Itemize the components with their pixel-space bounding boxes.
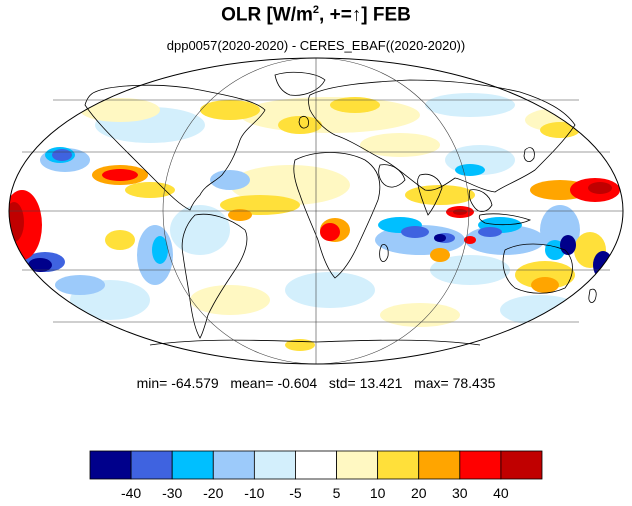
southeast-asia-coastline xyxy=(468,189,493,212)
north-america-coastline xyxy=(84,84,266,211)
colorbar-tick-label: -40 xyxy=(121,485,141,501)
colorbar-box xyxy=(253,450,296,480)
max-value: 78.435 xyxy=(452,375,496,391)
colorbar-box xyxy=(89,450,132,480)
std-label: std= xyxy=(328,375,356,391)
eurasia-coastline xyxy=(308,79,576,193)
africa-coastline xyxy=(293,152,381,279)
min-label: min= xyxy=(136,375,168,391)
colorbar-box xyxy=(130,450,173,480)
new-zealand-coastline xyxy=(588,288,597,303)
mean-label: mean= xyxy=(230,375,274,391)
map-subtitle: dpp0057(2020-2020) - CERES_EBAF((2020-20… xyxy=(166,38,466,53)
colorbar-box xyxy=(212,450,255,480)
arabia-coastline xyxy=(378,164,406,188)
statistics-line: min= -64.579 mean= -0.604 std= 13.421 ma… xyxy=(0,375,632,391)
colorbar-box xyxy=(295,450,337,480)
colorbar-tick-label: 40 xyxy=(493,485,509,501)
colorbar-tick-label: 10 xyxy=(370,485,386,501)
colorbar-tick-label: -30 xyxy=(162,485,182,501)
colorbar-box xyxy=(500,450,543,480)
greenland-coastline xyxy=(274,71,326,96)
india-coastline xyxy=(417,173,443,216)
indonesia-coastline xyxy=(478,213,532,226)
colorbar-box xyxy=(418,450,461,480)
std-value: 13.421 xyxy=(359,375,403,391)
coastlines xyxy=(84,71,597,346)
globe-outline xyxy=(8,57,624,365)
south-america-coastline xyxy=(181,213,248,339)
title-rest: , +=↑] FEB xyxy=(319,4,411,26)
title-main: OLR [W/m xyxy=(221,4,313,26)
mean-value: -0.604 xyxy=(277,375,318,391)
colorbar-tick-label: 20 xyxy=(411,485,427,501)
colorbar-box xyxy=(377,450,420,480)
colorbar-tick-label: -20 xyxy=(203,485,223,501)
graticule xyxy=(8,57,624,365)
colorbar-tick-label: 30 xyxy=(452,485,468,501)
title-superscript: 2 xyxy=(312,4,320,16)
dark-red-regions xyxy=(9,182,612,242)
colorbar-tick-label: 5 xyxy=(333,485,341,501)
colorbar-tick-label: -10 xyxy=(244,485,264,501)
colorbar-tick-label: -5 xyxy=(289,485,302,501)
colorbar-box xyxy=(336,450,379,480)
min-value: -64.579 xyxy=(171,375,219,391)
colorbar-labels: -40 -30 -20 -10 -5 5 10 20 30 40 xyxy=(121,485,509,501)
olr-difference-map xyxy=(8,57,624,365)
british-isles-coastline xyxy=(298,116,309,129)
map-title: OLR [W/m2, +=↑] FEB xyxy=(0,4,632,26)
japan-coastline xyxy=(523,147,535,162)
madagascar-coastline xyxy=(379,244,389,262)
colorbar-box xyxy=(171,450,214,480)
australia-coastline xyxy=(502,243,573,294)
colorbar-box xyxy=(459,450,502,480)
max-label: max= xyxy=(414,375,449,391)
colorbar: -40 -30 -20 -10 -5 5 10 20 30 40 xyxy=(89,450,543,501)
colorbar-boxes xyxy=(89,450,543,480)
